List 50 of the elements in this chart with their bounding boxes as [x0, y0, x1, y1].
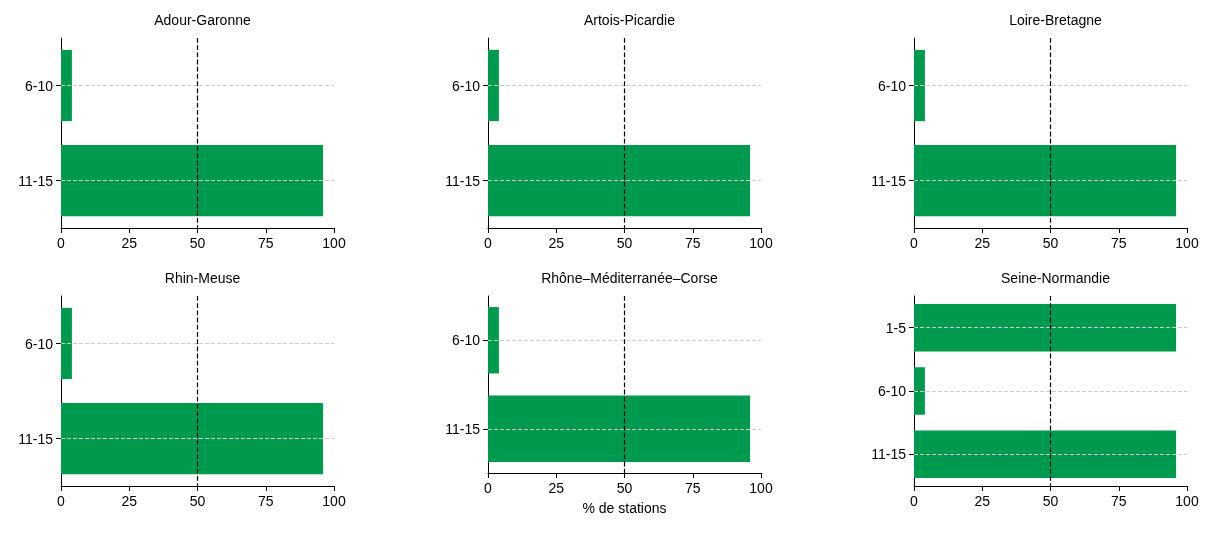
x-tick-label: 100: [748, 235, 773, 251]
x-tick-label: 25: [121, 235, 138, 251]
x-tick-label: 50: [1042, 235, 1059, 251]
x-tick-label: 50: [1042, 493, 1059, 509]
y-tick-label: 11-15: [444, 420, 480, 437]
x-tick-label: 75: [257, 493, 274, 509]
y-tick-label: 6-10: [877, 77, 907, 94]
x-tick-label: 50: [189, 235, 206, 251]
x-tick-label: 100: [322, 493, 346, 509]
x-tick-label: 25: [974, 235, 991, 251]
chart-title: Rhin-Meuse: [164, 270, 241, 286]
x-tick-label: 25: [974, 493, 991, 509]
x-tick-label: 0: [57, 235, 66, 251]
x-tick-label: 0: [483, 235, 492, 251]
y-tick-label: 6-10: [451, 332, 480, 349]
chart-title: Artois-Picardie: [583, 12, 675, 28]
x-tick-label: 75: [1110, 235, 1127, 251]
chart-title: Rhône–Méditerranée–Corse: [540, 270, 718, 286]
x-tick-label: 50: [616, 480, 632, 496]
x-tick-label: 100: [1175, 235, 1199, 251]
x-tick-label: 75: [684, 480, 701, 496]
chart-title: Loire-Bretagne: [1009, 12, 1103, 28]
x-tick-label: 100: [748, 480, 773, 496]
x-tick-label: 50: [189, 493, 206, 509]
y-tick-label: 11-15: [444, 172, 480, 189]
x-tick-label: 0: [483, 480, 492, 496]
x-axis-title: % de stations: [581, 500, 667, 516]
chart-title: Seine-Normandie: [1001, 270, 1111, 286]
x-tick-label: 0: [910, 235, 919, 251]
x-tick-label: 75: [1110, 493, 1127, 509]
y-tick-label: 1-5: [885, 319, 907, 336]
y-tick-label: 11-15: [18, 172, 54, 189]
x-tick-label: 25: [547, 235, 564, 251]
x-tick-label: 75: [684, 235, 701, 251]
x-tick-label: 50: [616, 235, 632, 251]
x-tick-label: 25: [547, 480, 564, 496]
y-tick-label: 6-10: [24, 335, 54, 352]
y-tick-label: 6-10: [24, 77, 54, 94]
y-tick-label: 11-15: [18, 430, 54, 447]
y-tick-label: 6-10: [451, 77, 480, 94]
x-tick-label: 75: [257, 235, 274, 251]
x-tick-label: 100: [1175, 493, 1199, 509]
x-tick-label: 0: [910, 493, 919, 509]
y-tick-label: 6-10: [877, 383, 907, 399]
x-tick-label: 100: [322, 235, 346, 251]
y-tick-label: 11-15: [871, 172, 907, 189]
x-tick-label: 25: [121, 493, 138, 509]
chart-title: Adour-Garonne: [154, 12, 251, 28]
y-tick-label: 11-15: [871, 446, 907, 463]
x-tick-label: 0: [57, 493, 66, 509]
